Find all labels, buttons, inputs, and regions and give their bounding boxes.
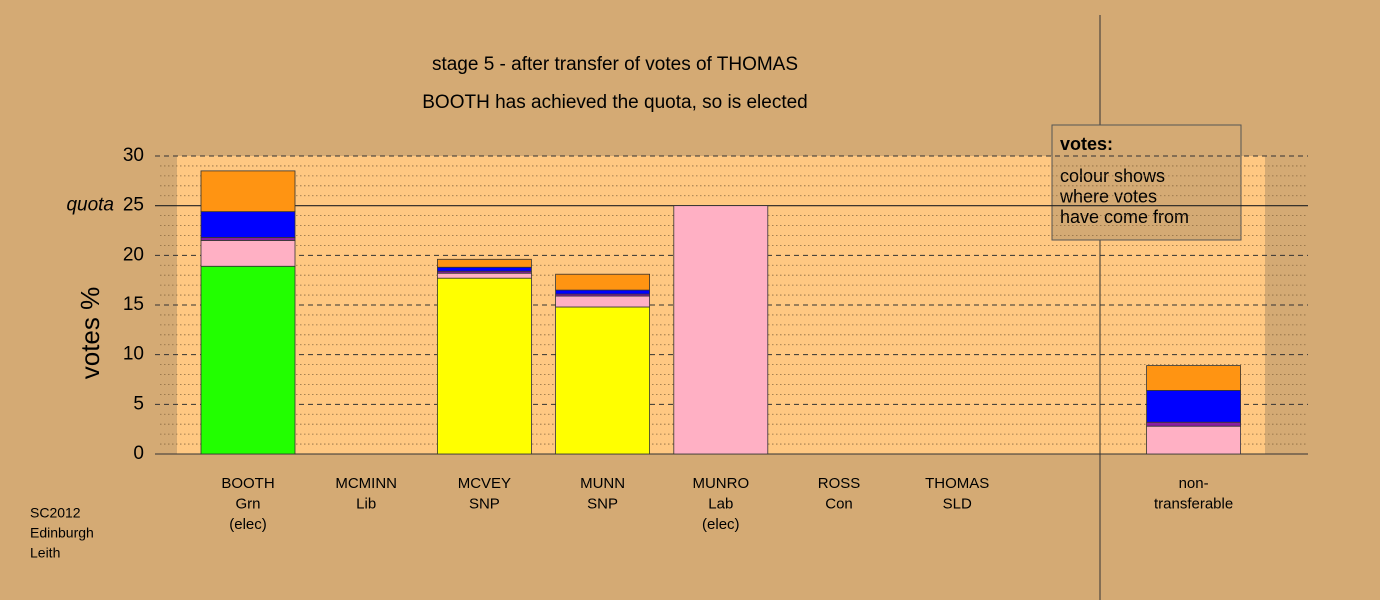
- y-tick-label: 20: [123, 244, 144, 265]
- x-tick-label: SNP: [587, 495, 618, 512]
- x-tick-label: BOOTH: [221, 475, 274, 492]
- footer-line: Edinburgh: [30, 525, 94, 541]
- y-tick-label: 10: [123, 344, 144, 365]
- bar-segment: [200, 237, 296, 241]
- y-tick-label: 25: [123, 195, 144, 216]
- x-tick-label: Con: [825, 495, 853, 512]
- bar-segment: [200, 240, 296, 267]
- bar-segment: [436, 266, 532, 272]
- bar-segment: [1146, 390, 1241, 423]
- title-line: BOOTH has achieved the quota, so is elec…: [422, 92, 808, 113]
- bar-segment: [555, 306, 650, 455]
- y-axis-label: votes %: [75, 287, 105, 380]
- footer-line: Leith: [30, 545, 60, 561]
- bar-segment: [1146, 421, 1241, 427]
- x-tick-label: transferable: [1154, 495, 1233, 512]
- y-tick-label: 5: [133, 393, 144, 414]
- bar-segment: [200, 170, 296, 213]
- x-tick-label: SNP: [469, 495, 500, 512]
- bar-segment: [200, 211, 296, 238]
- bar-segment: [555, 289, 650, 295]
- legend-text: have come from: [1060, 207, 1189, 227]
- x-tick-label: (elec): [702, 516, 740, 533]
- y-tick-label: 0: [133, 443, 144, 464]
- bar-segment: [555, 295, 650, 308]
- legend-box: [1051, 124, 1242, 241]
- x-tick-label: (elec): [229, 516, 267, 533]
- bar-segment: [200, 265, 296, 455]
- bar-segment: [1146, 425, 1241, 455]
- bar-segment: [1146, 365, 1241, 391]
- bar-segment: [436, 277, 532, 455]
- x-tick-label: Grn: [235, 495, 260, 512]
- x-tick-label: THOMAS: [925, 475, 989, 492]
- x-tick-label: MCMINN: [335, 475, 397, 492]
- x-tick-label: MUNRO: [692, 475, 749, 492]
- bar-segment: [436, 272, 532, 279]
- x-tick-label: MUNN: [580, 475, 625, 492]
- x-tick-label: MCVEY: [458, 475, 511, 492]
- y-tick-label: 15: [123, 294, 144, 315]
- legend-title: votes:: [1060, 134, 1113, 154]
- bar-segment: [555, 273, 650, 291]
- bar-segment: [436, 258, 532, 268]
- x-tick-label: SLD: [943, 495, 972, 512]
- y-tick-label: 30: [123, 145, 144, 166]
- title-line: stage 5 - after transfer of votes of THO…: [432, 54, 798, 75]
- x-tick-label: ROSS: [818, 475, 861, 492]
- bar-segment: [673, 205, 769, 455]
- footer-line: SC2012: [30, 505, 81, 521]
- legend-text: where votes: [1059, 186, 1157, 206]
- x-tick-label: Lab: [708, 495, 733, 512]
- x-tick-label: non-: [1179, 475, 1209, 492]
- x-tick-label: Lib: [356, 495, 376, 512]
- quota-label: quota: [66, 195, 114, 216]
